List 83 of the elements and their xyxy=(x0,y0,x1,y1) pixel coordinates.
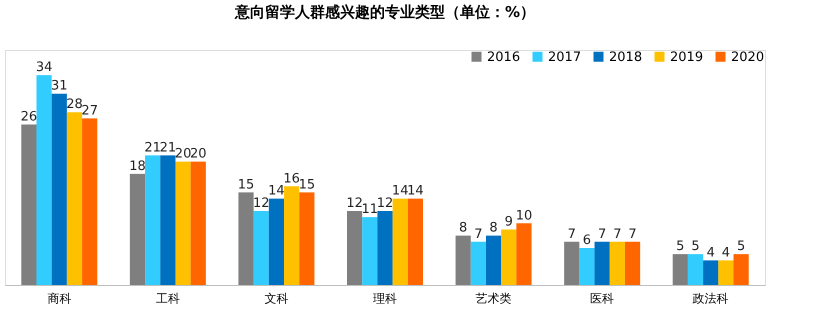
bar xyxy=(254,210,269,285)
bar xyxy=(36,75,52,285)
data-label: 4 xyxy=(706,245,715,260)
legend-label: 2017 xyxy=(548,50,582,65)
data-label: 21 xyxy=(160,140,176,156)
data-label: 8 xyxy=(459,220,468,236)
data-label: 7 xyxy=(613,226,622,242)
data-label: 6 xyxy=(582,232,592,248)
legend-label: 2020 xyxy=(731,50,764,65)
bar xyxy=(377,210,393,285)
legend-label: 2019 xyxy=(670,50,704,65)
data-label: 9 xyxy=(504,214,513,230)
bar xyxy=(624,242,640,285)
bar xyxy=(362,217,378,285)
bar xyxy=(718,260,734,285)
bar xyxy=(268,198,284,285)
bar xyxy=(175,162,191,285)
x-tick-label: 医科 xyxy=(590,292,614,306)
data-label: 31 xyxy=(51,78,68,94)
bar xyxy=(299,192,314,285)
bar xyxy=(190,162,206,285)
legend-label: 2018 xyxy=(609,50,642,65)
bar xyxy=(21,124,36,285)
bar xyxy=(82,118,98,285)
data-label: 10 xyxy=(516,208,532,224)
bar xyxy=(130,174,146,285)
data-label: 34 xyxy=(36,60,52,76)
bar xyxy=(160,155,176,285)
bar xyxy=(564,242,580,285)
bar xyxy=(734,254,749,285)
bar xyxy=(594,242,610,285)
data-label: 14 xyxy=(392,184,408,199)
x-tick-label: 理科 xyxy=(373,292,397,306)
data-label: 16 xyxy=(283,171,300,186)
legend-label: 2016 xyxy=(487,50,520,65)
data-label: 28 xyxy=(66,97,83,112)
x-tick-label: 政法科 xyxy=(692,292,729,306)
data-label: 7 xyxy=(598,226,606,242)
bar xyxy=(672,254,688,285)
data-label: 5 xyxy=(691,239,700,254)
data-label: 12 xyxy=(252,196,270,211)
data-label: 20 xyxy=(190,146,207,162)
bar xyxy=(610,242,625,285)
data-label: 7 xyxy=(474,226,483,242)
bar xyxy=(284,186,300,285)
data-label: 7 xyxy=(628,226,637,242)
bar xyxy=(516,223,532,285)
x-tick-label: 商科 xyxy=(47,292,72,306)
data-label: 14 xyxy=(268,184,285,199)
data-label: 14 xyxy=(407,184,424,199)
data-label: 18 xyxy=(129,158,146,174)
data-label: 8 xyxy=(489,220,498,236)
data-label: 7 xyxy=(568,226,576,242)
data-label: 5 xyxy=(736,239,746,254)
x-tick-label: 艺术类 xyxy=(476,292,512,306)
data-label: 21 xyxy=(144,140,161,156)
data-label: 20 xyxy=(174,146,192,162)
bar xyxy=(408,198,423,285)
bar xyxy=(347,210,362,285)
data-label: 12 xyxy=(346,196,363,211)
data-label: 5 xyxy=(676,239,684,254)
bar xyxy=(52,94,67,285)
bar xyxy=(703,260,718,285)
bar xyxy=(579,248,595,285)
data-label: 15 xyxy=(238,177,254,192)
bar xyxy=(238,192,254,285)
bar xyxy=(470,242,486,285)
bar xyxy=(145,155,160,285)
data-label: 12 xyxy=(376,196,394,211)
data-label: 26 xyxy=(20,110,38,125)
x-tick-label: 工科 xyxy=(156,292,180,306)
chart-title: 意向留学人群感兴趣的专业类型（单位：%） xyxy=(234,3,536,21)
data-label: 4 xyxy=(722,245,730,260)
bar xyxy=(688,254,704,285)
bar xyxy=(501,229,516,285)
bar xyxy=(486,236,502,285)
data-label: 27 xyxy=(81,103,98,118)
bar xyxy=(392,198,408,285)
x-tick-label: 文科 xyxy=(264,292,288,306)
data-label: 15 xyxy=(298,177,316,192)
bar xyxy=(66,112,82,285)
data-label: 11 xyxy=(362,202,378,218)
bar xyxy=(456,236,471,285)
